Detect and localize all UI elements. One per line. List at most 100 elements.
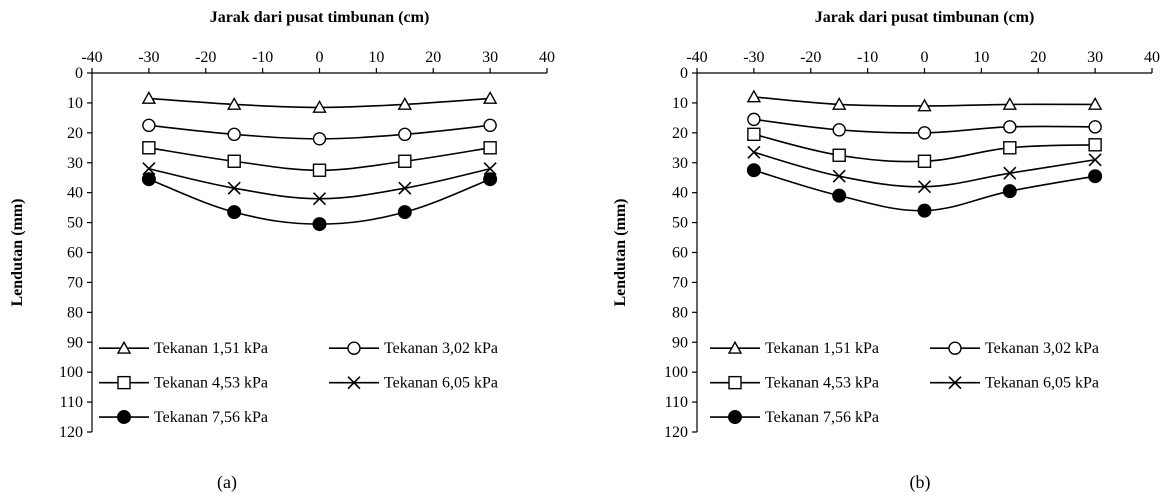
x-tick-label-b-0: -40 xyxy=(686,49,707,66)
legend-label-b-2: Tekanan 4,53 kPa xyxy=(765,375,879,392)
x-tick-label-a-7: 30 xyxy=(482,49,498,66)
legend-label-b-0: Tekanan 1,51 kPa xyxy=(765,340,879,357)
data-point-a-0-3 xyxy=(397,96,413,110)
data-point-a-3-3-stroke-2 xyxy=(398,181,412,195)
y-tick-label-b-7: 70 xyxy=(672,274,688,291)
data-point-b-3-3 xyxy=(1003,166,1017,180)
x-tick-label-a-1: -30 xyxy=(138,49,159,66)
y-tick-label-a-5: 50 xyxy=(67,215,83,232)
caption-a: (a) xyxy=(217,472,237,493)
data-point-a-1-3 xyxy=(398,127,412,142)
y-axis-title-a: Lendutan (mm) xyxy=(9,198,26,306)
chart-panel-b: -40 -30 -20 -10 0 10 20 30 40 0 10 20 30 40 50 60 70 80 90… xyxy=(612,9,1160,493)
legend-label-a-4: Tekanan 7,56 kPa xyxy=(154,409,268,426)
y-tick-label-b-4: 40 xyxy=(672,185,688,202)
legend-marker-b-4 xyxy=(728,410,742,425)
legend-marker-a-3 xyxy=(347,376,361,390)
data-point-a-4-4 xyxy=(483,172,498,187)
legend-label-b-3: Tekanan 6,05 kPa xyxy=(985,375,1099,392)
data-point-b-1-4 xyxy=(1088,120,1102,134)
legend-marker-a-2 xyxy=(117,375,131,390)
data-point-a-4-3 xyxy=(397,205,412,220)
legend-marker-b-3-stroke-2 xyxy=(948,376,962,390)
data-point-b-2-3 xyxy=(1003,141,1017,155)
y-tick-label-b-2: 20 xyxy=(672,125,688,142)
legend-label-a-3: Tekanan 6,05 kPa xyxy=(384,375,498,392)
data-point-a-0-1 xyxy=(226,96,242,110)
data-point-b-3-2-stroke-2 xyxy=(917,180,932,194)
legend-marker-b-2 xyxy=(728,375,742,390)
data-point-b-3-1 xyxy=(832,169,846,183)
data-point-b-0-0 xyxy=(746,89,762,103)
legend-marker-a-4 xyxy=(117,410,131,425)
y-tick-label-b-1: 10 xyxy=(672,95,688,112)
data-point-b-3-0-stroke-2 xyxy=(747,145,761,159)
x-tick-label-a-8: 40 xyxy=(539,49,555,66)
y-tick-label-a-12: 120 xyxy=(59,424,83,441)
data-point-b-1-0 xyxy=(747,112,761,127)
data-point-b-0-2 xyxy=(917,98,932,112)
legend-marker-a-0 xyxy=(116,340,132,354)
data-point-a-3-1 xyxy=(227,181,241,195)
data-point-a-4-0 xyxy=(141,172,156,187)
data-point-a-4-1 xyxy=(227,205,242,220)
y-tick-label-a-11: 110 xyxy=(60,394,83,411)
legend-label-b-4: Tekanan 7,56 kPa xyxy=(765,409,879,426)
y-tick-label-b-3: 30 xyxy=(672,155,688,172)
y-tick-label-b-6: 60 xyxy=(672,245,688,262)
legend-marker-a-1 xyxy=(347,341,361,355)
x-tick-label-a-5: 10 xyxy=(368,49,384,66)
data-point-a-1-4 xyxy=(483,118,497,133)
x-tick-label-b-1: -30 xyxy=(743,49,764,66)
x-axis-title-b: Jarak dari pusat timbunan (cm) xyxy=(815,9,1035,26)
data-point-a-3-0 xyxy=(142,162,156,176)
legend-marker-b-0 xyxy=(727,340,743,354)
data-point-b-2-4 xyxy=(1088,138,1102,152)
x-tick-label-b-8: 40 xyxy=(1144,49,1160,66)
chart-panel-a: -40 -30 -20 -10 0 10 20 30 40 0 10 20 30 40 50 60 70 80 90… xyxy=(9,9,555,493)
y-tick-label-a-4: 40 xyxy=(67,185,83,202)
data-point-a-0-0 xyxy=(141,90,157,104)
y-axis-title-b: Lendutan (mm) xyxy=(612,198,629,306)
y-tick-label-b-12: 120 xyxy=(664,424,688,441)
data-point-b-4-2 xyxy=(917,203,932,218)
data-point-b-4-4 xyxy=(1088,169,1103,184)
data-point-a-1-1 xyxy=(227,127,241,142)
data-point-a-3-0-stroke-2 xyxy=(142,162,156,176)
data-point-b-0-1 xyxy=(831,96,847,110)
x-tick-label-b-5: 10 xyxy=(973,49,989,66)
y-tick-label-a-1: 10 xyxy=(67,95,83,112)
data-point-a-3-4-stroke-2 xyxy=(483,162,497,176)
data-point-b-3-2 xyxy=(917,180,932,194)
x-tick-label-b-4: 0 xyxy=(921,49,929,66)
data-point-a-2-3 xyxy=(398,154,412,168)
x-tick-label-a-3: -10 xyxy=(252,49,273,66)
y-tick-label-a-8: 80 xyxy=(67,304,83,321)
x-tick-label-b-6: 20 xyxy=(1030,49,1046,66)
y-tick-label-b-0: 0 xyxy=(680,65,688,82)
x-tick-label-b-2: -20 xyxy=(800,49,821,66)
data-point-b-4-3 xyxy=(1002,184,1017,199)
data-point-a-2-4 xyxy=(483,141,497,155)
y-tick-label-b-11: 110 xyxy=(665,394,688,411)
data-point-b-2-1 xyxy=(832,148,846,162)
data-point-b-1-3 xyxy=(1003,120,1017,134)
y-tick-label-a-2: 20 xyxy=(67,125,83,142)
legend-label-b-1: Tekanan 3,02 kPa xyxy=(985,340,1099,357)
y-tick-label-a-10: 100 xyxy=(59,364,83,381)
y-tick-label-a-7: 70 xyxy=(67,274,83,291)
y-tick-label-b-8: 80 xyxy=(672,304,688,321)
data-point-a-3-4 xyxy=(483,162,497,176)
data-point-a-3-3 xyxy=(398,181,412,195)
data-point-b-4-0 xyxy=(746,163,761,178)
data-point-a-2-0 xyxy=(142,141,156,155)
data-point-b-3-1-stroke-2 xyxy=(832,169,846,183)
x-tick-label-a-0: -40 xyxy=(81,49,102,66)
x-tick-label-a-2: -20 xyxy=(195,49,216,66)
y-tick-label-a-0: 0 xyxy=(75,65,83,82)
data-point-a-1-0 xyxy=(142,118,156,133)
data-point-b-0-3 xyxy=(1002,96,1018,110)
data-point-b-3-4-stroke-2 xyxy=(1088,153,1102,167)
data-point-b-2-0 xyxy=(747,127,761,142)
